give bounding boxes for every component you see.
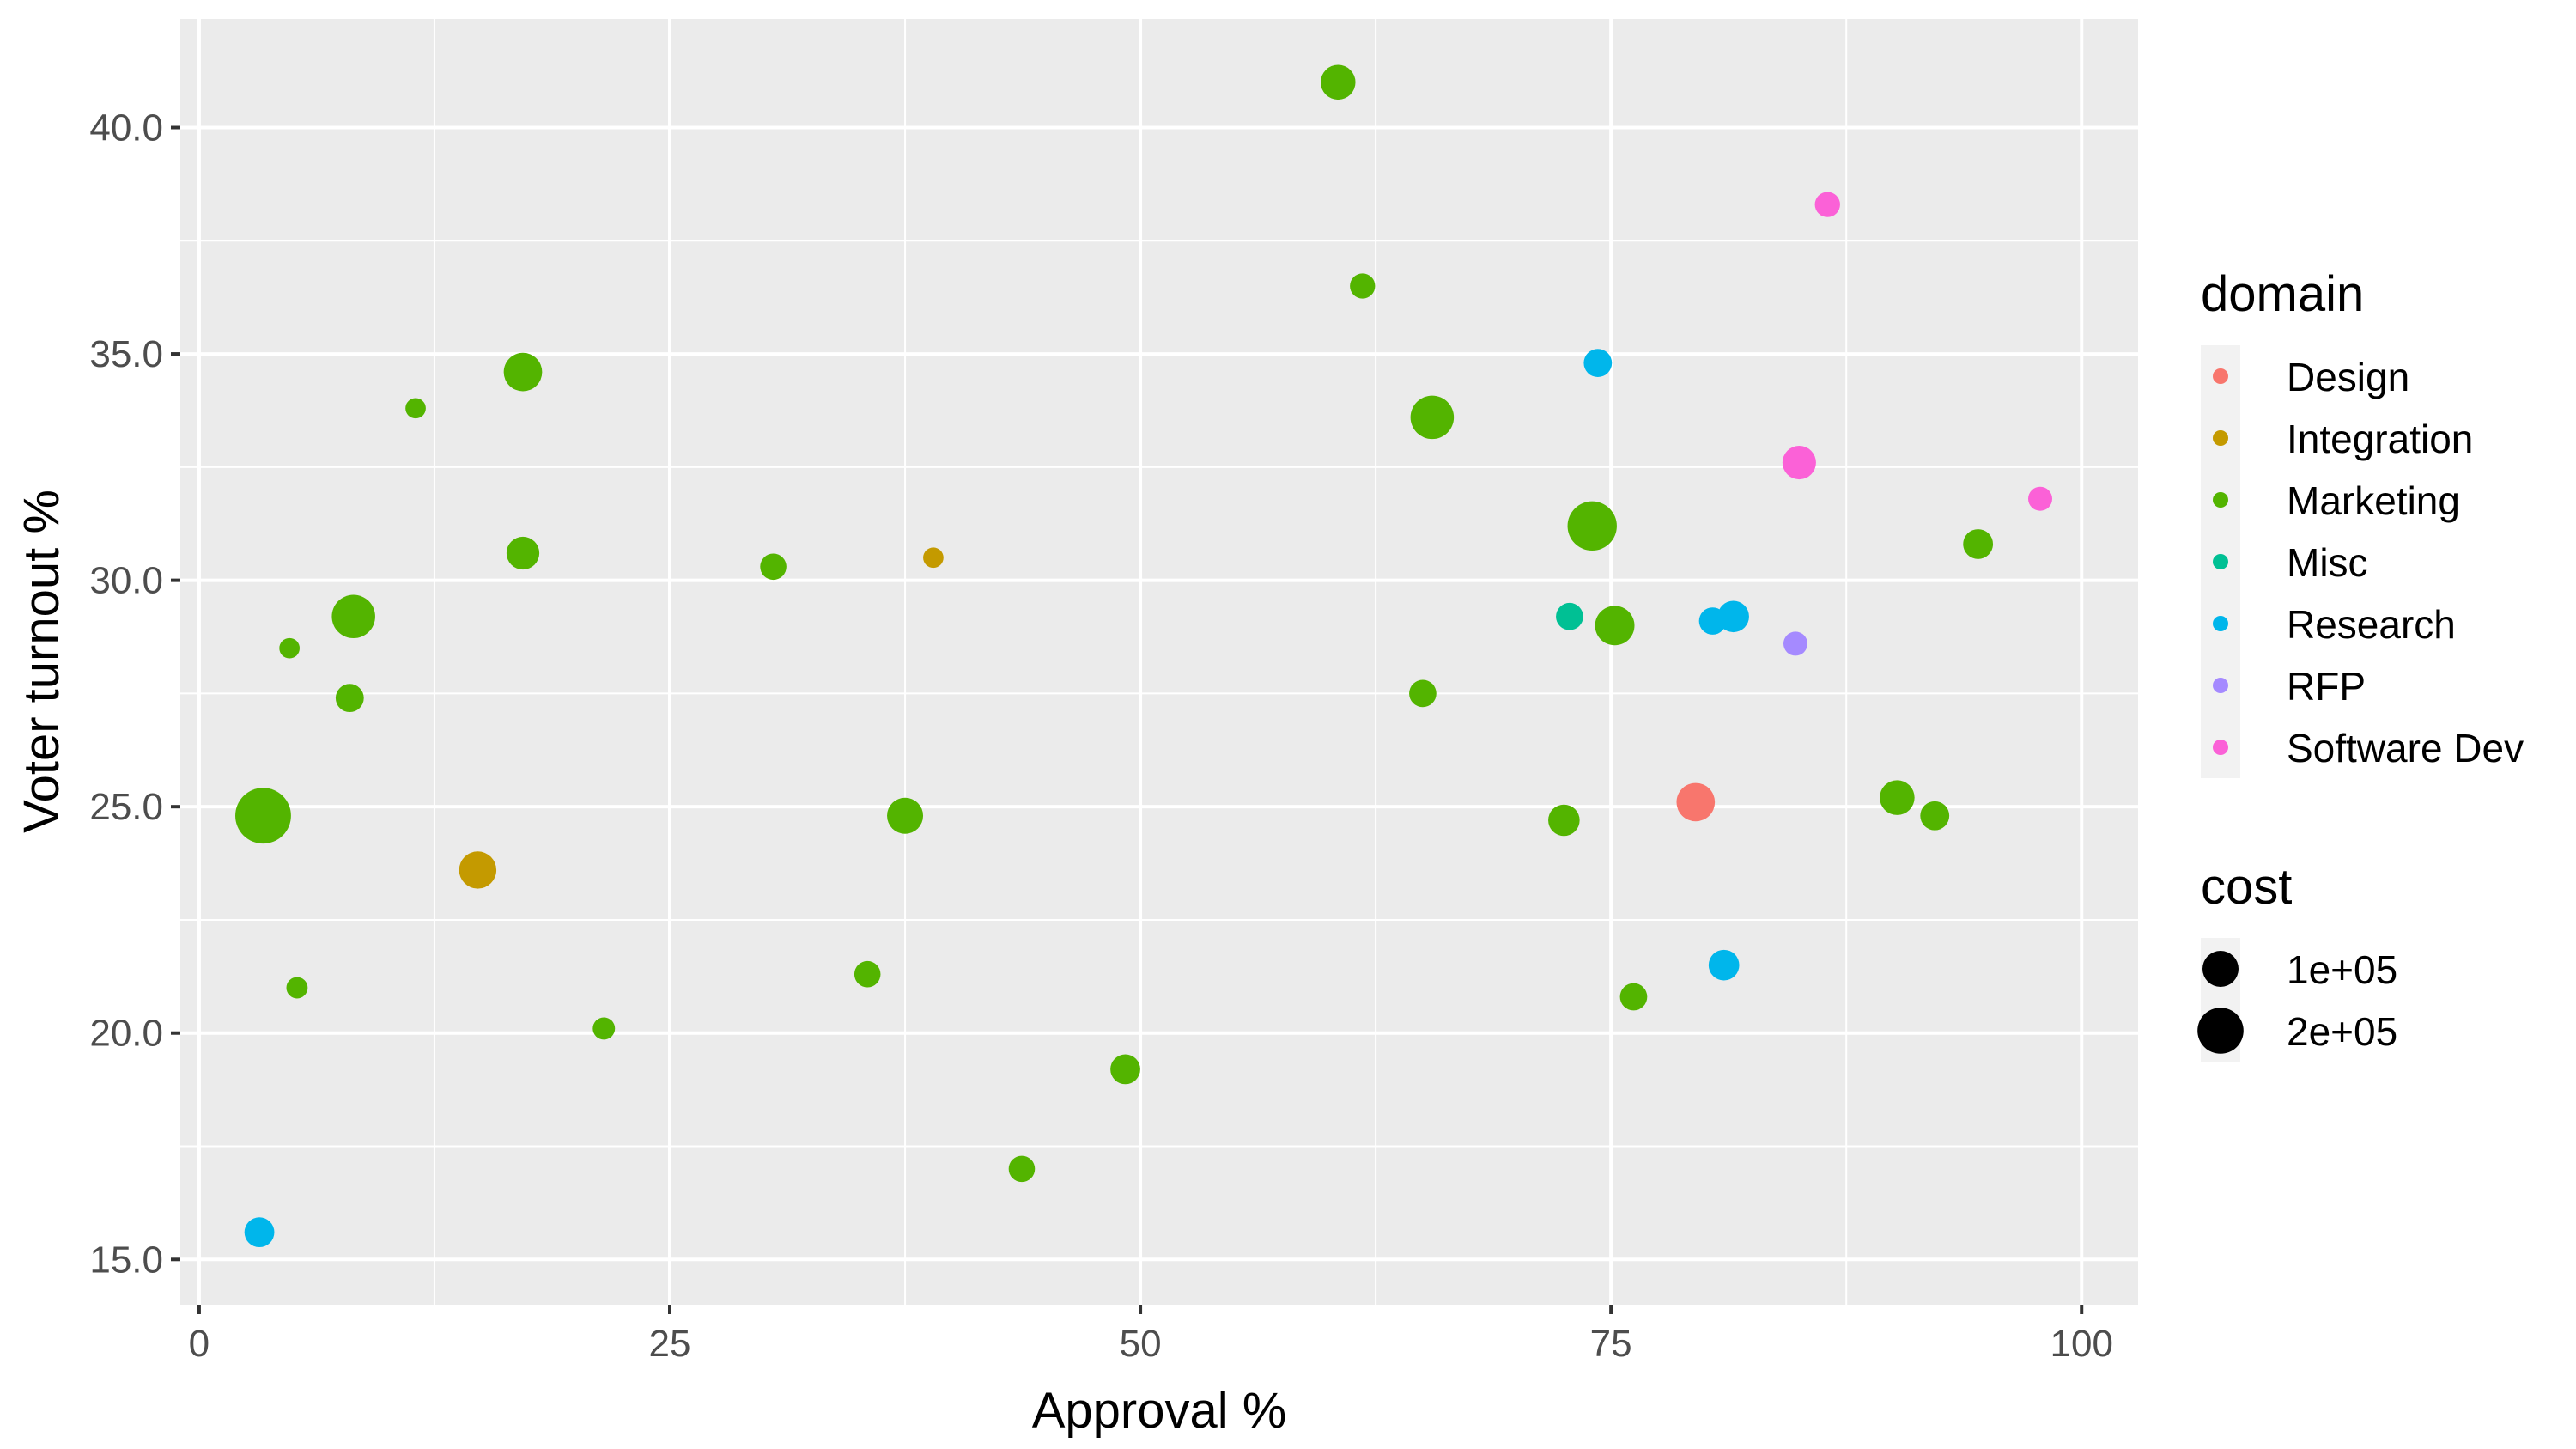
axes: 0 25 50 75 100 15.0 20.0 25.0 30.0 35.0 40.0 xyxy=(89,107,2113,1365)
point-misc xyxy=(1556,602,1583,630)
point-marketing xyxy=(760,553,787,581)
point-marketing xyxy=(503,352,543,392)
legend-key-software-dev xyxy=(2213,740,2228,755)
size-legend-title: cost xyxy=(2201,859,2292,915)
y-tick-label-1: 20.0 xyxy=(89,1013,163,1055)
point-marketing xyxy=(1963,529,1994,559)
point-marketing xyxy=(1410,395,1455,440)
point-marketing xyxy=(331,594,375,639)
legend-label-design: Design xyxy=(2287,355,2409,399)
point-research xyxy=(1698,607,1727,635)
minor-gridlines xyxy=(180,19,2138,1305)
x-tick-label-4: 100 xyxy=(2050,1323,2113,1365)
point-integration xyxy=(923,547,944,569)
legend-label-misc: Misc xyxy=(2287,540,2368,585)
color-legend: domain Design Integration Marketing Misc Res… xyxy=(2201,266,2524,778)
y-tick-label-4: 35.0 xyxy=(89,333,163,375)
x-tick-label-2: 50 xyxy=(1120,1323,1162,1365)
point-marketing xyxy=(1920,801,1950,831)
point-design xyxy=(1676,782,1716,822)
point-marketing xyxy=(279,637,301,659)
y-tick-label-3: 30.0 xyxy=(89,560,163,602)
major-gridlines xyxy=(180,19,2138,1305)
point-marketing xyxy=(887,797,924,834)
point-marketing xyxy=(592,1017,616,1040)
point-integration xyxy=(459,851,497,889)
point-marketing xyxy=(1350,273,1376,299)
x-axis-title: Approval % xyxy=(1032,1383,1287,1439)
y-tick-label-5: 40.0 xyxy=(89,107,163,149)
y-axis-title: Voter turnout % xyxy=(14,490,70,833)
point-software-dev xyxy=(2028,486,2052,511)
point-marketing xyxy=(1409,679,1437,708)
point-marketing xyxy=(1880,780,1915,815)
point-marketing xyxy=(1008,1155,1036,1183)
x-tick-label-3: 75 xyxy=(1590,1323,1632,1365)
legend-label-integration: Integration xyxy=(2287,417,2473,461)
y-tick-label-2: 25.0 xyxy=(89,786,163,828)
color-legend-title: domain xyxy=(2201,266,2364,322)
point-marketing xyxy=(854,960,881,988)
point-software-dev xyxy=(1782,446,1816,480)
point-marketing xyxy=(286,977,308,999)
size-label-0: 1e+05 xyxy=(2287,947,2397,992)
point-marketing xyxy=(1595,606,1635,646)
point-marketing xyxy=(335,684,364,713)
size-legend: cost 1e+05 2e+05 xyxy=(2197,859,2397,1062)
point-marketing xyxy=(1320,64,1356,100)
legend-key-integration xyxy=(2213,430,2228,446)
x-tick-label-1: 25 xyxy=(649,1323,691,1365)
legend-key-marketing xyxy=(2213,492,2228,508)
point-rfp xyxy=(1783,631,1807,656)
y-tick-label-0: 15.0 xyxy=(89,1239,163,1281)
size-key-0 xyxy=(2202,951,2239,987)
point-research xyxy=(1583,349,1613,377)
point-marketing xyxy=(1619,983,1648,1011)
legend-key-design xyxy=(2213,368,2228,384)
point-marketing xyxy=(1548,804,1580,837)
legend-label-rfp: RFP xyxy=(2287,664,2366,709)
point-research xyxy=(244,1217,275,1248)
point-marketing xyxy=(405,398,426,419)
legend-key-misc xyxy=(2213,554,2228,569)
data-points xyxy=(235,64,2052,1248)
point-software-dev xyxy=(1814,192,1840,217)
size-key-1 xyxy=(2197,1008,2244,1054)
point-marketing xyxy=(1110,1054,1140,1085)
size-label-1: 2e+05 xyxy=(2287,1009,2397,1054)
plot-panel xyxy=(180,19,2138,1305)
legend-label-research: Research xyxy=(2287,602,2456,647)
point-marketing xyxy=(1567,501,1617,551)
legend-key-rfp xyxy=(2213,678,2228,693)
x-tick-label-0: 0 xyxy=(189,1323,210,1365)
legend-label-marketing: Marketing xyxy=(2287,478,2460,523)
point-marketing xyxy=(506,536,540,570)
legend-key-research xyxy=(2213,616,2228,631)
legend-label-software-dev: Software Dev xyxy=(2287,726,2524,770)
point-research xyxy=(1708,949,1740,981)
point-marketing xyxy=(235,788,291,844)
